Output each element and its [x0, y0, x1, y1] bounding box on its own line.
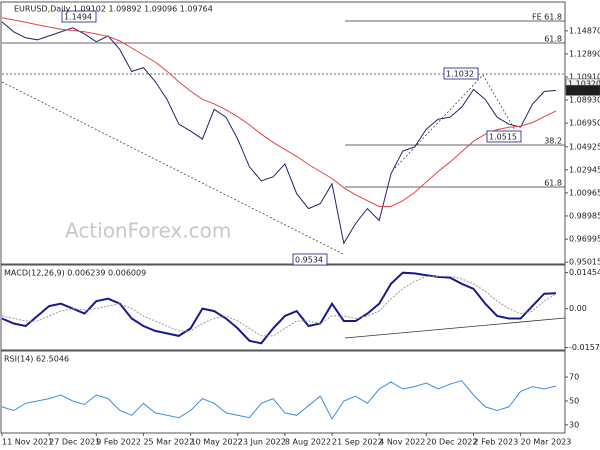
series-line [1, 271, 557, 345]
series-line [1, 380, 557, 420]
y-tick-label: -0.015712 [569, 343, 600, 352]
x-tick-label: 8 Aug 2022 [285, 438, 331, 447]
annotation-box [443, 67, 479, 80]
x-tick-label: 2 Feb 2023 [473, 438, 518, 447]
y-tick-label: 30 [569, 420, 579, 429]
series-line [1, 275, 557, 337]
x-tick-label: 20 Mar 2023 [521, 438, 572, 447]
y-tick-label: 1.08930 [569, 96, 600, 105]
rsi-panel [0, 350, 566, 434]
annotation: 1.1032 [446, 70, 474, 79]
x-tick-label: 4 Nov 2022 [379, 438, 425, 447]
price-label: 1.10320 [568, 79, 600, 88]
y-tick-label: 0.95015 [569, 258, 600, 267]
y-tick-label: 1.10910 [569, 73, 600, 82]
watermark: ActionForex.com [65, 219, 231, 243]
x-tick-label: 23 Jun 2022 [238, 438, 286, 447]
fib-label: 38.2 [544, 137, 562, 146]
y-tick-label: 1.02945 [569, 165, 600, 174]
series-line [1, 17, 557, 207]
annotation-box [61, 10, 97, 23]
panel-title: MACD(12,26,9) 0.006239 0.006009 [4, 269, 146, 278]
chart-title: EURUSD,Daily 1.09102 1.09892 1.09096 1.0… [14, 5, 213, 14]
y-tick-label: 70 [569, 373, 579, 382]
annotation-box [486, 130, 522, 143]
x-tick-label: 9 Feb 2022 [96, 438, 141, 447]
macd-panel [0, 264, 566, 351]
fib-label: 61.8 [544, 179, 562, 188]
y-tick-label: 0.98985 [569, 211, 600, 220]
annotation: 1.1494 [64, 13, 92, 22]
fib-label: FE 61.8 [532, 13, 562, 22]
panel-title: RSI(14) 62.5046 [4, 355, 69, 364]
y-tick-label: 1.00965 [569, 188, 600, 197]
annotation: 0.9534 [295, 256, 323, 265]
y-tick-label: 1.14870 [569, 26, 600, 35]
y-tick-label: 1.04925 [569, 142, 600, 151]
macd-trend-line [344, 317, 566, 339]
fib-label: 61.8 [544, 35, 562, 44]
y-tick-label: 0.96995 [569, 235, 600, 244]
price-label: 1.09764 [568, 86, 600, 95]
y-tick-label: 50 [569, 396, 579, 405]
y-tick-label: 1.12890 [569, 49, 600, 58]
x-tick-label: 25 Mar 2022 [143, 438, 194, 447]
x-tick-label: 10 May 2022 [191, 438, 243, 447]
y-tick-label: 0.00 [569, 304, 587, 313]
x-tick-label: 27 Dec 2021 [49, 438, 100, 447]
trend-line [482, 74, 516, 131]
x-tick-label: 21 Sep 2022 [332, 438, 383, 447]
series-layer [1, 17, 557, 420]
annotation-box [292, 253, 328, 266]
trend-line [394, 74, 484, 169]
annotation: 1.0515 [489, 133, 517, 142]
x-tick-label: 20 Dec 2022 [426, 438, 477, 447]
series-line [1, 21, 557, 245]
y-tick-label: 1.06950 [569, 119, 600, 128]
trend-line [1, 81, 346, 256]
price-label-box [565, 85, 600, 96]
price-panel [0, 1, 566, 265]
x-tick-label: 11 Nov 2021 [2, 438, 53, 447]
y-tick-label: 0.014549 [569, 268, 600, 277]
